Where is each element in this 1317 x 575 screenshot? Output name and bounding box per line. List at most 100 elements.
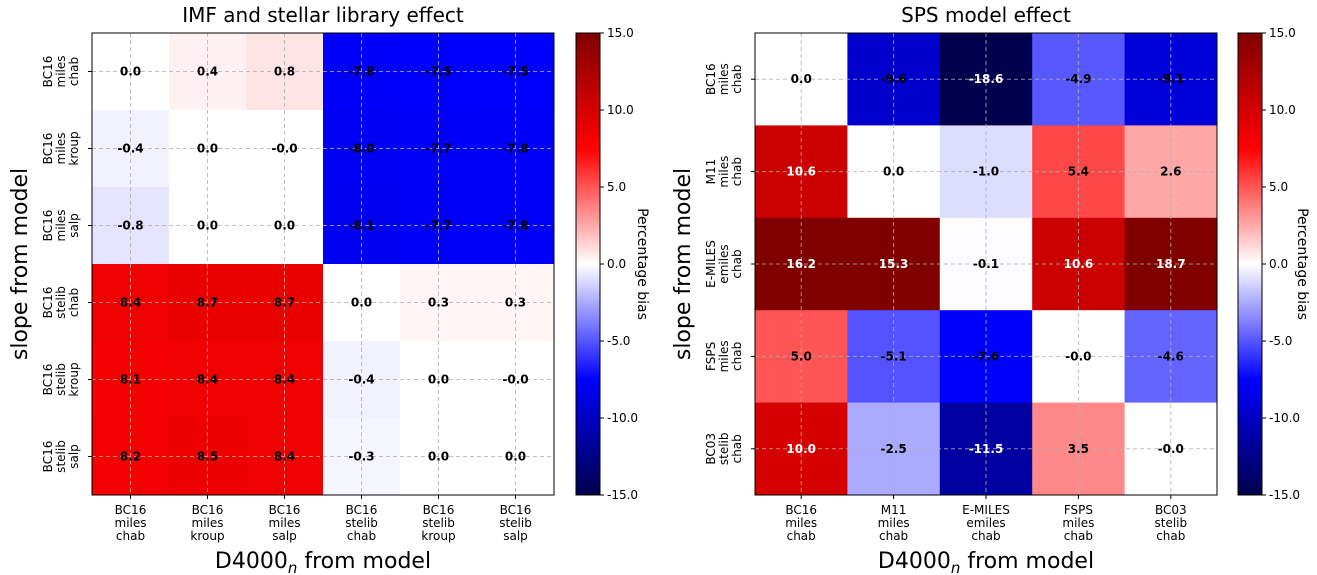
colorbar-tick-label: -5.0 bbox=[1269, 334, 1292, 348]
x-tick-label: E-MILES bbox=[962, 503, 1010, 517]
x-tick-label: stelib bbox=[422, 516, 455, 530]
cell-value-label: -0.4 bbox=[117, 142, 143, 156]
plot-frame bbox=[91, 32, 555, 496]
colorbar-tick-label: -10.0 bbox=[1269, 411, 1300, 425]
x-axis-label-suffix: from model bbox=[960, 549, 1094, 574]
y-tick-label: BC16 bbox=[41, 210, 55, 242]
cell-value-label: 0.0 bbox=[428, 450, 449, 464]
cell-value-label: -0.0 bbox=[271, 142, 297, 156]
cell-value-label: 3.5 bbox=[1068, 442, 1089, 456]
cell-value-label: 18.7 bbox=[1156, 257, 1186, 271]
x-tick-label: miles bbox=[785, 516, 817, 530]
cell-value-label: -2.5 bbox=[880, 442, 906, 456]
x-tick-label: BC03 bbox=[1155, 503, 1187, 517]
x-tick-label: BC16 bbox=[423, 503, 455, 517]
x-tick-label: stelib bbox=[1154, 516, 1187, 530]
y-tick-label: chab bbox=[730, 249, 744, 278]
x-tick-label: BC16 bbox=[346, 503, 378, 517]
cell-value-label: -7.8 bbox=[502, 219, 528, 233]
colorbar-tick-label: 10.0 bbox=[1269, 103, 1296, 117]
cell-value-label: -9.6 bbox=[880, 72, 906, 86]
cell-value-label: -0.0 bbox=[502, 373, 528, 387]
cell-value-label: 8.4 bbox=[120, 296, 141, 310]
x-tick-label: chab bbox=[116, 529, 145, 543]
y-tick-label: miles bbox=[54, 133, 68, 165]
x-tick-labels: BC16mileschabM11mileschabE-MILESemilesch… bbox=[785, 495, 1187, 543]
y-tick-label: stelib bbox=[54, 286, 68, 319]
x-axis-label-subscript: n bbox=[951, 559, 961, 575]
cell-value-label: -8.0 bbox=[348, 142, 374, 156]
x-axis-label: D4000n from model bbox=[878, 549, 1094, 575]
colorbar-tick-label: 5.0 bbox=[1269, 180, 1288, 194]
y-tick-label: BC03 bbox=[704, 433, 718, 465]
y-tick-label: miles bbox=[717, 340, 731, 372]
cell-value-label: -1.0 bbox=[973, 165, 999, 179]
colorbar-tick-label: 0.0 bbox=[607, 257, 626, 271]
x-axis-label: D4000n from model bbox=[215, 549, 431, 575]
cell-value-label: -0.3 bbox=[348, 450, 374, 464]
cell-value-label: -0.0 bbox=[1158, 442, 1184, 456]
colorbar-tick-label: 15.0 bbox=[607, 26, 634, 40]
colorbar-label: Percentage bias bbox=[1294, 208, 1310, 320]
cell-value-label: -0.8 bbox=[117, 219, 143, 233]
cell-value-label: 8.7 bbox=[197, 296, 218, 310]
cell-value-label: 8.4 bbox=[274, 373, 295, 387]
heatmap-panel-sps: SPS model effect 0.0 -9.6 -18.6 -4.9 -9.1 10.… bbox=[671, 3, 1310, 575]
cell-labels: 0.0 0.4 0.8 -7.8 -7.5 -7.5 -0.4 0.0 -0.0 -8.0 -7.7… bbox=[117, 65, 528, 464]
colorbar-ticks: 15.0 10.0 5.0 0.0 -5.0 -10.0 -15.0 bbox=[1262, 26, 1300, 502]
colorbar-ticks: 15.0 10.0 5.0 0.0 -5.0 -10.0 -15.0 bbox=[600, 26, 638, 502]
x-tick-label: salp bbox=[272, 529, 297, 543]
cell-value-label: 0.0 bbox=[197, 142, 218, 156]
colorbar-label: Percentage bias bbox=[634, 208, 650, 320]
chart-title: IMF and stellar library effect bbox=[182, 3, 464, 27]
y-tick-label: salp bbox=[67, 444, 81, 469]
cell-value-label: -7.5 bbox=[425, 65, 451, 79]
cell-value-label: -18.6 bbox=[969, 72, 1004, 86]
cell-value-label: 0.0 bbox=[791, 72, 812, 86]
x-axis-label-main: D4000 bbox=[878, 549, 951, 574]
cell-value-label: -7.8 bbox=[348, 65, 374, 79]
y-tick-label: stelib bbox=[54, 363, 68, 396]
cell-value-label: -4.6 bbox=[1158, 349, 1184, 363]
y-tick-label: miles bbox=[54, 210, 68, 242]
colorbar bbox=[1237, 32, 1263, 496]
cell-value-label: 0.0 bbox=[120, 65, 141, 79]
x-axis-label-suffix: from model bbox=[297, 549, 431, 574]
cell-value-label: 0.0 bbox=[428, 373, 449, 387]
x-tick-label: BC16 bbox=[269, 503, 301, 517]
x-tick-label: chab bbox=[1156, 529, 1185, 543]
y-tick-label: emiles bbox=[717, 244, 731, 283]
y-tick-label: BC16 bbox=[704, 63, 718, 95]
x-tick-label: chab bbox=[787, 529, 816, 543]
x-tick-label: miles bbox=[192, 516, 224, 530]
heatmap-panel-imf: IMF and stellar library effect 0.0 0.4 0.8… bbox=[8, 3, 650, 575]
cell-value-label: 0.0 bbox=[274, 219, 295, 233]
y-tick-label: BC16 bbox=[41, 364, 55, 396]
cell-value-label: -7.5 bbox=[502, 65, 528, 79]
x-tick-label: chab bbox=[879, 529, 908, 543]
x-tick-label: FSPS bbox=[1064, 503, 1093, 517]
cell-value-label: -8.1 bbox=[348, 219, 374, 233]
x-tick-label: BC16 bbox=[115, 503, 147, 517]
cell-value-label: 16.2 bbox=[786, 257, 816, 271]
cell-value-label: 10.6 bbox=[1064, 257, 1094, 271]
y-axis-label: slope from model bbox=[671, 168, 696, 360]
x-axis-label-main: D4000 bbox=[215, 549, 288, 574]
colorbar-tick-label: 5.0 bbox=[607, 180, 626, 194]
y-tick-label: stelib bbox=[717, 432, 731, 465]
x-tick-labels: BC16mileschabBC16mileskroupBC16milessalp… bbox=[115, 495, 532, 543]
cell-value-label: -7.7 bbox=[425, 219, 451, 233]
x-tick-label: kroup bbox=[190, 529, 224, 543]
y-tick-label: chab bbox=[730, 65, 744, 94]
y-tick-label: E-MILES bbox=[704, 240, 718, 288]
cell-value-label: -4.9 bbox=[1065, 72, 1091, 86]
y-axis-label: slope from model bbox=[8, 168, 33, 360]
y-tick-label: BC16 bbox=[41, 441, 55, 473]
colorbar-tick-label: -15.0 bbox=[607, 488, 638, 502]
cell-value-label: 8.7 bbox=[274, 296, 295, 310]
y-tick-label: BC16 bbox=[41, 287, 55, 319]
x-tick-label: salp bbox=[503, 529, 528, 543]
y-tick-label: miles bbox=[717, 156, 731, 188]
